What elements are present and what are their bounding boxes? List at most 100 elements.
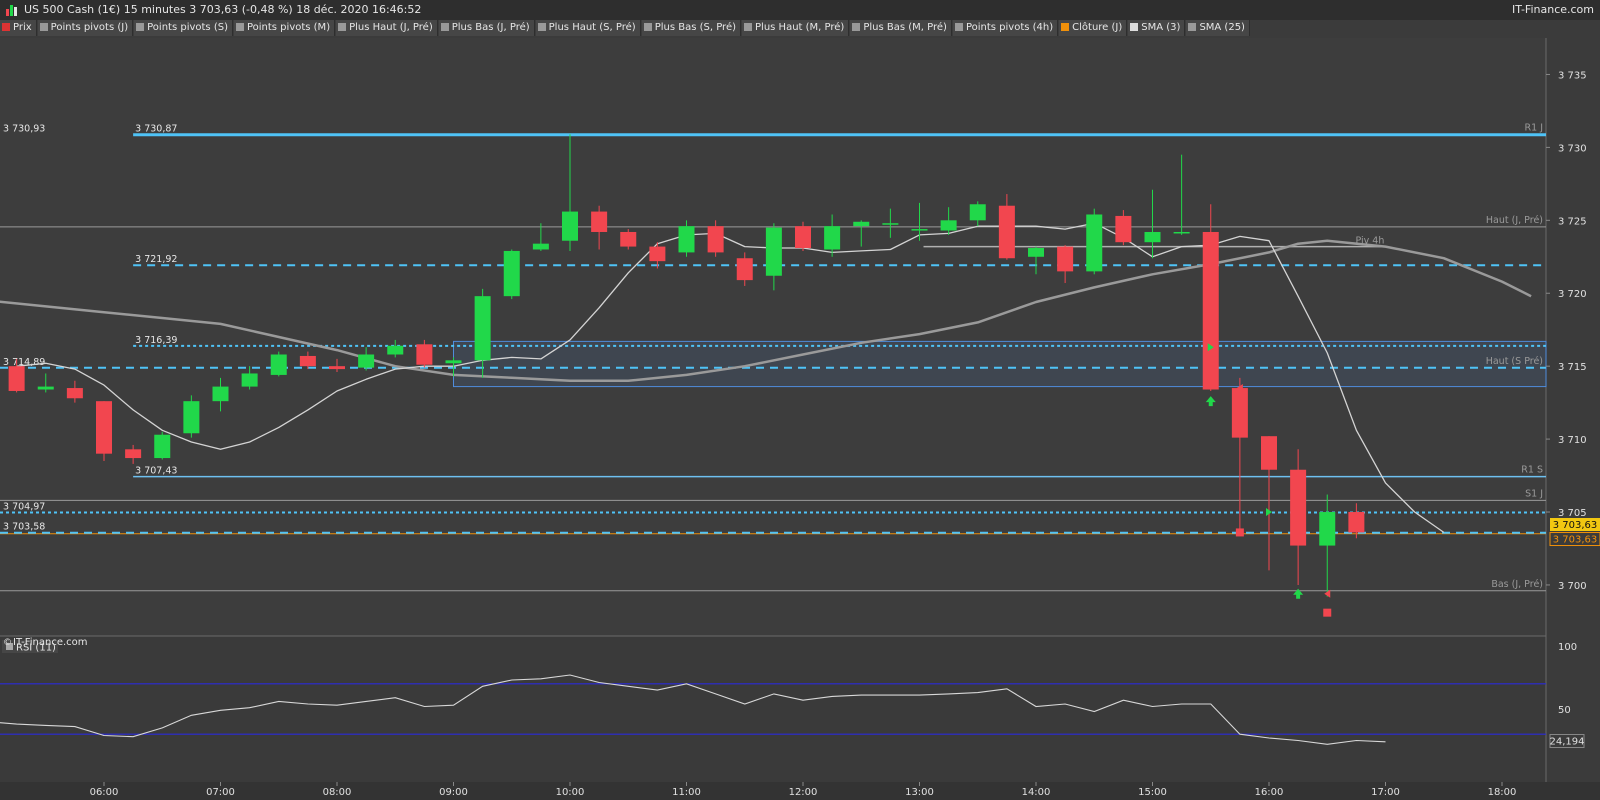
legend-item[interactable]: Points pivots (M) (233, 20, 336, 36)
legend-swatch (1130, 23, 1139, 31)
legend-label: Points pivots (J) (50, 22, 129, 33)
legend-item[interactable]: Plus Bas (J, Pré) (438, 20, 535, 36)
legend-label: Plus Haut (S, Pré) (548, 22, 636, 33)
close-price-label: 3 703,63 (1553, 535, 1598, 546)
candle-down (1231, 388, 1248, 438)
level-label: 3 721,92 (135, 254, 177, 265)
legend-swatch (39, 23, 48, 31)
signal-square (1235, 528, 1244, 537)
title-bar: US 500 Cash (1€) 15 minutes 3 703,63 (-0… (0, 0, 1600, 20)
y-tick-label: 3 720 (1558, 289, 1587, 300)
candle-down (998, 205, 1015, 259)
legend-item[interactable]: Plus Bas (M, Pré) (850, 20, 952, 36)
candle-up (940, 220, 957, 231)
candle-up (1173, 231, 1190, 234)
candle-up (503, 250, 520, 297)
candle-up (1028, 248, 1044, 257)
legend-item[interactable]: SMA (3) (1128, 20, 1186, 36)
level-label: 3 716,39 (135, 335, 177, 346)
candle-down (736, 258, 753, 281)
level-tag: Haut (S Pré) (1486, 356, 1543, 367)
candle-up (911, 229, 928, 231)
legend-swatch (2, 23, 10, 31)
candle-down (1115, 215, 1132, 243)
x-tick-label: 14:00 (1022, 787, 1051, 798)
legend-swatch (954, 23, 963, 31)
level-tag: Haut (J, Pré) (1486, 215, 1543, 226)
x-tick-label: 06:00 (90, 787, 119, 798)
level-label: 3 730,87 (135, 124, 177, 135)
rsi-pane (0, 636, 1546, 782)
candle-down (1290, 469, 1307, 546)
level-tag: S1 J (1525, 488, 1543, 499)
candle-down (8, 366, 25, 391)
signal-left-triangle (1236, 384, 1243, 393)
level-label: 3 707,43 (135, 466, 177, 477)
candle-down (1348, 512, 1365, 533)
level-tag: R1 S (1521, 465, 1543, 476)
rsi-last-label: 24,194 (1550, 737, 1585, 748)
legend-label: Points pivots (4h) (965, 22, 1054, 33)
last-price-label: 3 703,63 (1553, 520, 1598, 531)
candle-up (532, 243, 549, 250)
candle-up (387, 345, 404, 355)
candle-up (183, 401, 200, 434)
candle-up (474, 296, 491, 361)
signal-right-triangle (1266, 508, 1272, 517)
rsi-legend-label: RSI (11) (16, 643, 56, 654)
legend-item[interactable]: Points pivots (4h) (952, 20, 1059, 36)
legend-swatch (1188, 23, 1197, 31)
watermark-icon: © (3, 638, 12, 648)
candle-up (969, 204, 986, 221)
candle-down (591, 211, 608, 232)
y-tick-label: 3 715 (1558, 362, 1587, 373)
candle-up (445, 360, 462, 364)
candle-up (1086, 214, 1103, 272)
indicator-legend: Prix Points pivots (J) Points pivots (S) Po… (0, 20, 1251, 36)
signal-left-triangle (1324, 589, 1331, 598)
legend-item[interactable]: Points pivots (S) (134, 20, 233, 36)
x-tick-label: 11:00 (672, 787, 701, 798)
x-tick-label: 12:00 (789, 787, 818, 798)
legend-item[interactable]: Plus Haut (J, Pré) (336, 20, 438, 36)
legend-item[interactable]: Plus Bas (S, Pré) (641, 20, 742, 36)
legend-label: Plus Bas (M, Pré) (863, 22, 947, 33)
legend-item[interactable]: Clôture (J) (1059, 20, 1128, 36)
candle-down (125, 449, 142, 459)
level-left-label: 3 703,58 (3, 522, 45, 533)
legend-swatch (338, 23, 347, 31)
rsi-legend-box (2, 640, 58, 653)
y-tick-label: 3 725 (1558, 216, 1587, 227)
level-left-label: 3 704,97 (3, 501, 45, 512)
x-tick-label: 10:00 (556, 787, 585, 798)
rsi-tick-label: 100 (1558, 642, 1577, 653)
legend-item[interactable]: SMA (25) (1186, 20, 1250, 36)
legend-swatch (136, 23, 145, 31)
candle-down (1057, 246, 1074, 272)
legend-label: SMA (25) (1199, 22, 1245, 33)
signal-square (1323, 608, 1332, 617)
candle-up (678, 226, 695, 253)
y-tick-label: 3 700 (1558, 581, 1587, 592)
legend-item[interactable]: Plus Haut (S, Pré) (535, 20, 641, 36)
y-tick-label: 3 705 (1558, 508, 1587, 519)
candle-up (824, 226, 841, 250)
rsi-line (0, 674, 1386, 745)
candle-down (649, 246, 666, 262)
signal-up-arrow (1205, 396, 1216, 407)
x-tick-label: 09:00 (439, 787, 468, 798)
legend-item[interactable]: Plus Haut (M, Pré) (742, 20, 850, 36)
legend-item[interactable]: Points pivots (J) (37, 20, 134, 36)
level-tag: Bas (J, Pré) (1491, 579, 1543, 590)
x-tick-label: 07:00 (206, 787, 235, 798)
candle-down (1202, 231, 1219, 390)
rsi-legend-swatch (6, 643, 13, 650)
x-tick-label: 17:00 (1371, 787, 1400, 798)
legend-swatch (744, 23, 753, 31)
legend-label: Points pivots (S) (147, 22, 228, 33)
watermark: IT-Finance.com (13, 637, 88, 648)
legend-item[interactable]: Prix (0, 20, 37, 36)
x-tick-label: 08:00 (323, 787, 352, 798)
candle-up (37, 386, 54, 390)
